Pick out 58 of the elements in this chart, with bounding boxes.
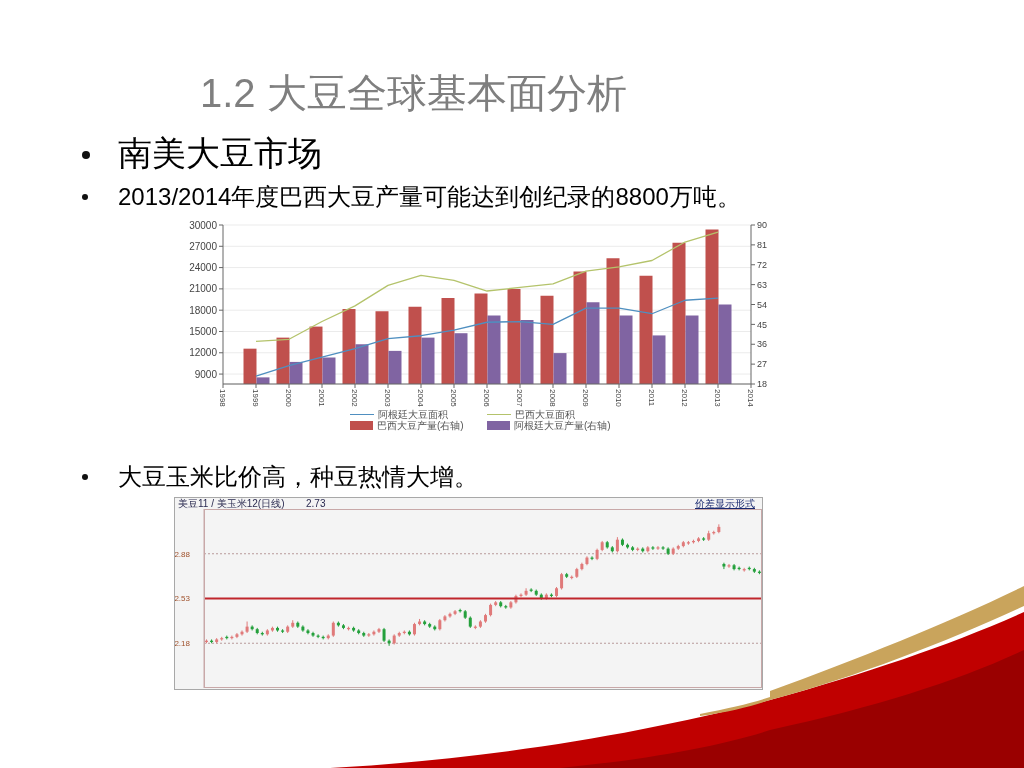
annotation: 2.73: [306, 498, 326, 509]
annotation: 价差显示形式: [694, 498, 755, 509]
x-tick-label: 1998: [218, 389, 228, 408]
candlestick: [727, 563, 731, 569]
y-tick-label: 12000: [189, 347, 218, 359]
y-tick-label: 2.88: [174, 549, 191, 559]
y-tick-label: 30000: [189, 219, 218, 231]
y2-tick-label: 45: [757, 319, 768, 330]
y2-tick-label: 72: [757, 259, 768, 270]
y2-tick-label: 27: [757, 359, 768, 370]
x-tick-label: 2013: [713, 389, 723, 408]
x-tick-label: 2012: [680, 389, 690, 408]
candlestick: [245, 621, 249, 634]
x-tick-label: 2002: [350, 389, 360, 408]
x-tick-label: 2011: [647, 389, 657, 407]
x-tick-label: 2006: [482, 389, 492, 408]
chart-title: 大豆玉米比价高，种豆热情大增。: [118, 463, 478, 490]
y2-tick-label: 81: [757, 240, 768, 251]
candlestick: [443, 614, 447, 623]
candlestick: [722, 562, 726, 570]
line-series: [255, 297, 719, 377]
x-tick-label: 2000: [284, 389, 294, 408]
x-tick-label: 2003: [383, 389, 393, 408]
y-tick-label: 24000: [189, 262, 218, 274]
x-tick-label: 2014: [746, 389, 756, 408]
x-tick-label: 2007: [515, 389, 525, 408]
y-tick-label: 15000: [189, 326, 218, 338]
candlestick: [656, 545, 660, 551]
y2-tick-label: 18: [757, 379, 768, 390]
y-tick-label: 21000: [189, 283, 218, 295]
y-tick-label: 2.18: [174, 639, 191, 649]
chart-title: 1.2 大豆全球基本面分析: [200, 71, 627, 115]
x-tick-label: 2010: [614, 389, 624, 408]
legend-label: 巴西大豆产量(右轴): [377, 419, 464, 433]
y-tick-label: 9000: [194, 368, 218, 380]
legend-label: 阿根廷大豆产量(右轴): [514, 419, 611, 433]
y2-tick-label: 36: [757, 339, 768, 350]
line-series: [255, 231, 719, 343]
candlestick: [651, 545, 655, 551]
x-tick-label: 2008: [548, 389, 558, 408]
x-tick-label: 2009: [581, 389, 591, 408]
y2-tick-label: 54: [757, 299, 768, 310]
y-tick-label: 27000: [189, 240, 218, 252]
x-tick-label: 2004: [416, 389, 426, 408]
candlestick: [661, 545, 665, 551]
y2-tick-label: 90: [757, 220, 768, 231]
y-tick-label: 2.53: [174, 594, 191, 604]
legend-label: 阿根廷大豆面积: [378, 407, 448, 420]
x-tick-label: 2005: [449, 389, 459, 408]
chart-subtitle: 南美大豆市场: [118, 134, 322, 172]
text: 2013/2014年度巴西大豆产量可能达到创纪录的8800万吨。: [118, 183, 741, 210]
y2-tick-label: 63: [757, 279, 768, 290]
candlestick: [524, 587, 528, 597]
x-tick-label: 1999: [251, 389, 261, 408]
legend-label: 巴西大豆面积: [515, 407, 575, 420]
chart-subtitle: 美豆11 / 美玉米12(日线): [178, 498, 285, 509]
x-tick-label: 2001: [317, 389, 327, 408]
y-tick-label: 18000: [189, 304, 218, 316]
